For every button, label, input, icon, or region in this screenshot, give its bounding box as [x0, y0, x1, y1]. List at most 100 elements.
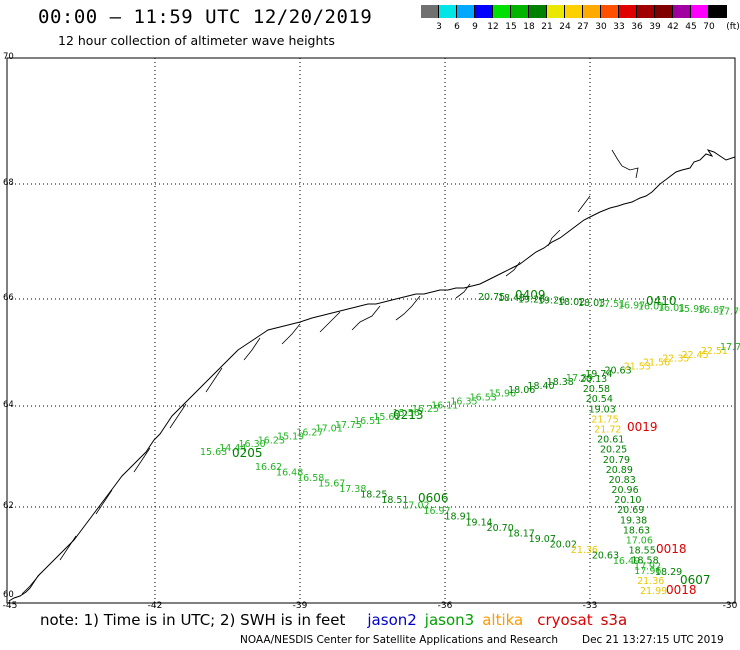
track-c-value: 17.02 — [402, 501, 429, 512]
track-b-value: 17.39 — [566, 373, 593, 384]
track-a-value: 18.02 — [558, 297, 585, 308]
track-d-value: 17.96 — [634, 566, 661, 577]
track-b-value: 22.35 — [662, 354, 689, 365]
track-b-value: 16.25 — [412, 404, 439, 415]
legend-swatch — [565, 5, 583, 18]
track-c-value: 18.51 — [381, 495, 408, 506]
lat-tick-68: 68 — [3, 178, 14, 188]
track-c-value: 16.49 — [613, 556, 640, 567]
legend-swatch — [475, 5, 493, 18]
legend-label: 70 — [703, 22, 715, 32]
track-b-value: 18.38 — [547, 377, 574, 388]
track-a-time-label: 0409 — [515, 288, 546, 302]
track-c-value: 17.92 — [634, 561, 661, 572]
legend-swatch — [673, 5, 691, 18]
lat-tick-66: 66 — [3, 293, 14, 303]
track-d-value: 17.06 — [626, 536, 653, 547]
legend-label: 12 — [487, 22, 499, 32]
legend-label: 39 — [649, 22, 661, 32]
legend-unit: (ft) — [726, 22, 740, 32]
track-d-value: 18.58 — [631, 556, 658, 567]
track-b-time-label: 0213 — [393, 408, 424, 422]
track-b-time-label: 0205 — [232, 446, 263, 460]
legend-swatch — [547, 5, 565, 18]
sat-jason2: jason2 — [367, 611, 417, 629]
track-d-value: 21.36 — [637, 576, 664, 587]
track-d-time-label: 0019 — [627, 420, 658, 434]
track-a-time-label: 0410 — [646, 294, 677, 308]
track-d-value: 20.79 — [603, 455, 630, 466]
track-d-value: 20.96 — [611, 485, 638, 496]
legend-label: 33 — [613, 22, 625, 32]
track-b-value: 16.35 — [450, 396, 477, 407]
legend-label: 9 — [472, 22, 478, 32]
track-d-value: 19.03 — [589, 404, 616, 415]
legend-label: 45 — [685, 22, 697, 32]
track-d-time-label: 0018 — [656, 542, 687, 556]
chart-subtitle: 12 hour collection of altimeter wave hei… — [58, 33, 335, 48]
map-grid — [7, 58, 735, 603]
track-a-value: 16.97 — [618, 300, 645, 311]
track-c-value: 17.38 — [339, 484, 366, 495]
lat-tick-62: 62 — [3, 501, 14, 511]
track-b-value: 16.23 — [258, 435, 285, 446]
track-b-value: 17.75 — [335, 420, 362, 431]
lat-tick-64: 64 — [3, 400, 14, 410]
legend-swatch — [691, 5, 709, 18]
chart-title: 00:00 – 11:59 UTC 12/20/2019 — [38, 6, 373, 28]
legend-swatch — [421, 5, 439, 18]
track-a-value: 19.26 — [518, 294, 545, 305]
lon-tick-39: -39 — [292, 601, 308, 611]
track-c-value: 15.67 — [318, 479, 345, 490]
track-c-value: 16.58 — [297, 473, 324, 484]
lon-tick-30: -30 — [722, 601, 738, 611]
track-d-value: 20.83 — [609, 475, 636, 486]
legend-swatch — [709, 5, 727, 18]
track-a-value: 16.87 — [698, 305, 725, 316]
footer-credit: NOAA/NESDIS Center for Satellite Applica… — [240, 634, 558, 646]
lat-tick-70: 70 — [3, 52, 14, 62]
legend-label: 30 — [595, 22, 607, 32]
legend-swatch — [601, 5, 619, 18]
legend-swatch — [619, 5, 637, 18]
lat-tick-60: 60 — [3, 590, 14, 600]
track-d-time-label: 0607 — [680, 573, 711, 587]
track-c-value: 20.02 — [550, 539, 577, 550]
track-c-value: 20.70 — [487, 523, 514, 534]
track-b-value: 18.40 — [527, 381, 554, 392]
track-c-value: 16.48 — [276, 468, 303, 479]
track-b-value: 22.51 — [701, 346, 728, 357]
legend-swatch — [655, 5, 673, 18]
track-c-value: 16.97 — [423, 506, 450, 517]
lon-tick-42: -42 — [147, 601, 163, 611]
track-b-value: 17.79 — [720, 342, 740, 353]
track-c-value: 18.91 — [444, 512, 471, 523]
track-c-value: 19.14 — [466, 517, 493, 528]
track-b-value: 16.53 — [470, 393, 497, 404]
lon-tick-36: -36 — [437, 601, 453, 611]
legend-label: 24 — [559, 22, 571, 32]
track-b-value: 18.06 — [508, 385, 535, 396]
footer: NOAA/NESDIS Center for Satellite Applica… — [240, 634, 724, 646]
legend-label: 3 — [436, 22, 442, 32]
legend-label: 42 — [667, 22, 679, 32]
lon-tick-45: -45 — [2, 601, 18, 611]
track-c-time-label: 0606 — [418, 491, 449, 505]
legend-label: 6 — [454, 22, 460, 32]
track-a-value: 18.03 — [578, 298, 605, 309]
track-c-value: 18.25 — [360, 490, 387, 501]
footer-timestamp: Dec 21 13:27:15 UTC 2019 — [582, 634, 724, 646]
track-d-value: 18.55 — [629, 546, 656, 557]
map-frame — [6, 57, 736, 604]
track-b-value: 21.53 — [624, 361, 651, 372]
track-b-value: 16.11 — [431, 400, 458, 411]
track-b-value: 15.96 — [489, 389, 516, 400]
track-a-value: 17.79 — [718, 306, 740, 317]
track-c-value: 18.29 — [655, 567, 682, 578]
track-c-value: 20.63 — [592, 550, 619, 561]
legend-swatch — [583, 5, 601, 18]
track-a-value: 16.01 — [658, 303, 685, 314]
legend-swatch — [637, 5, 655, 18]
track-b-value: 15.63 — [200, 447, 227, 458]
track-c-value: 18.17 — [508, 528, 535, 539]
